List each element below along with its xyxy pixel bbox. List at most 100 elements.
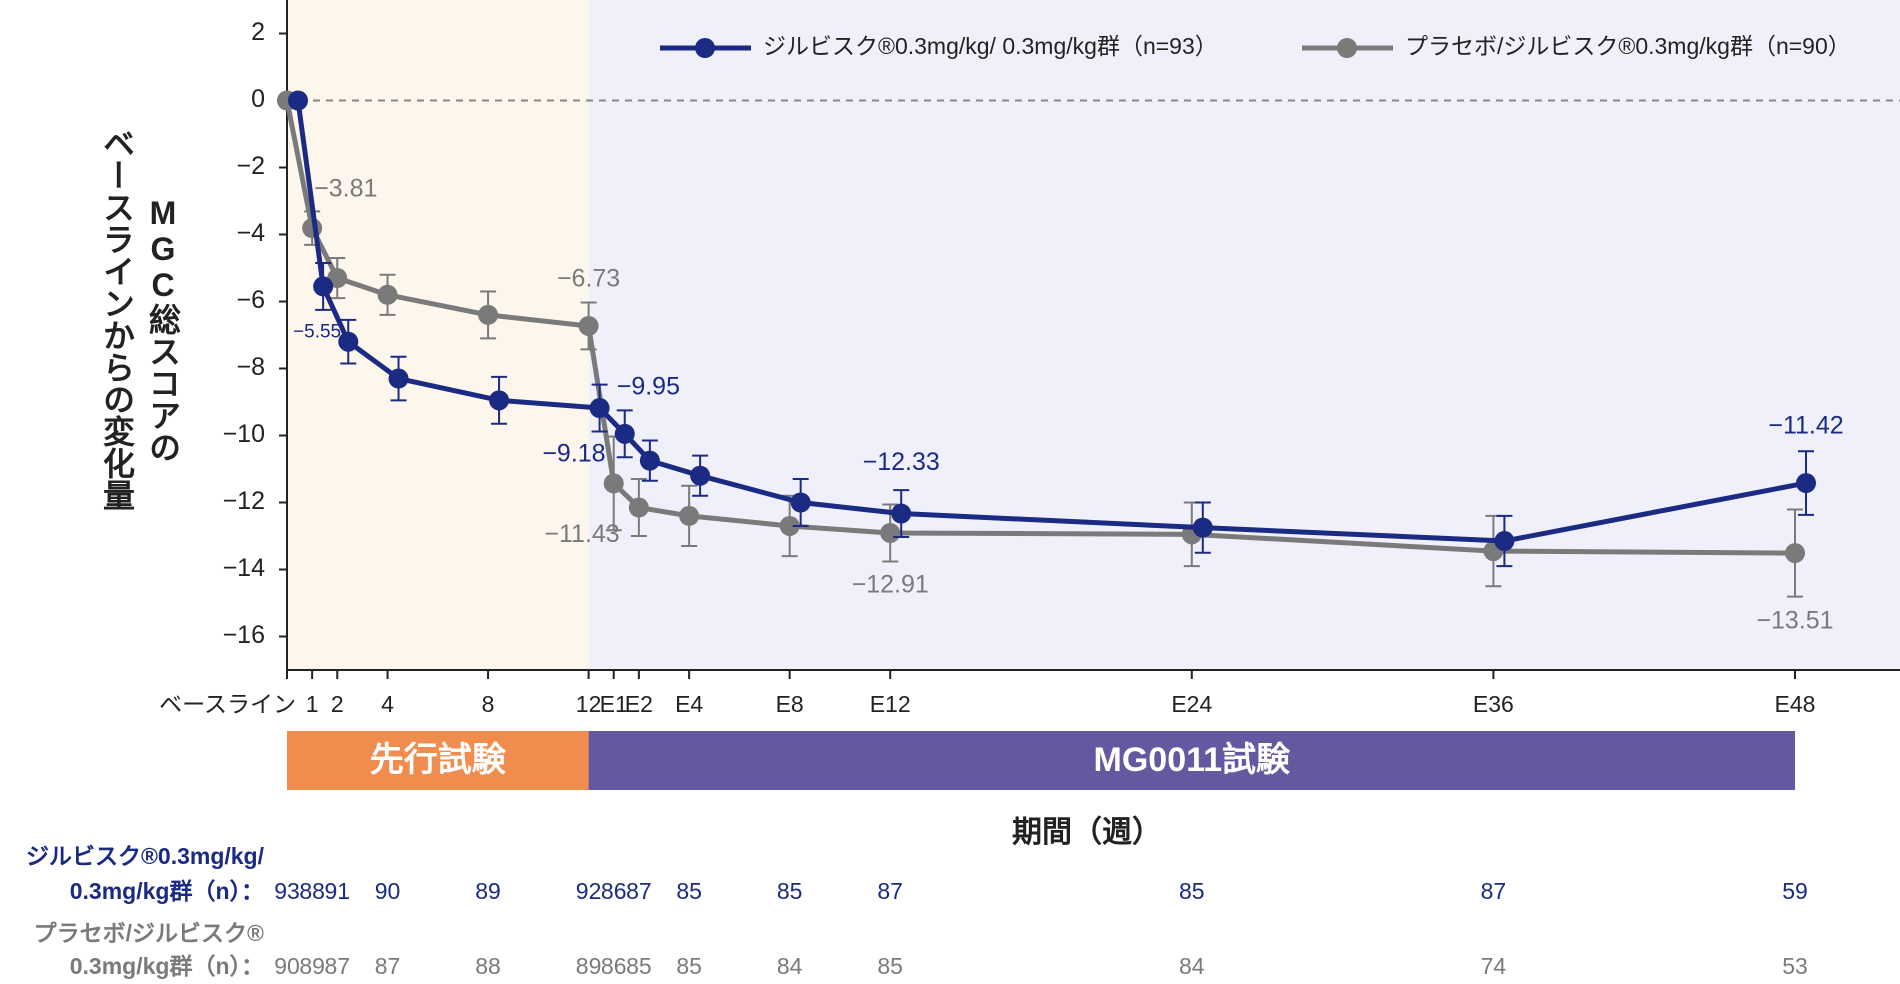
data-point [313,276,334,297]
data-point [478,304,499,325]
data-point [779,515,800,536]
x-tick-label: E1 [600,691,628,717]
table-cell: 86 [601,953,627,979]
table-cell: 87 [1481,878,1507,904]
table-cell: 87 [324,953,350,979]
table-cell: 85 [676,878,702,904]
table-cell: 53 [1782,953,1808,979]
series-line [295,100,1807,544]
data-label: −12.33 [863,448,940,476]
data-label: −12.91 [852,571,929,599]
data-label: −13.51 [1756,607,1833,635]
table-cell: 87 [375,953,401,979]
legend-label: プラセボ/ジルビスク®0.3mg/kg群（n=90） [1405,33,1851,59]
legend-marker [695,38,715,58]
y-tick-label: −2 [236,152,265,180]
data-point [578,315,599,336]
y-tick-label: 2 [251,18,265,46]
legend-marker [1337,38,1357,58]
data-point [288,90,308,111]
table-cell: 89 [299,953,325,979]
table-cell: 88 [299,878,325,904]
table-row-label: プラセボ/ジルビスク® [34,920,264,946]
table-cell: 85 [877,953,903,979]
phase-bar [287,731,589,790]
phase-shade [588,0,1900,670]
x-tick-label: 2 [331,691,344,717]
table-cell: 85 [626,953,652,979]
y-tick-label: −6 [236,286,265,314]
x-tick-label: 12 [576,691,602,717]
data-point [388,368,409,389]
table-cell: 89 [475,878,501,904]
table-cell: 85 [777,878,803,904]
y-tick-label: −14 [223,554,266,582]
data-point [679,505,700,526]
y-axis-title: ベースラインからの変化量 [99,127,135,511]
x-tick-label: 8 [482,691,495,717]
data-label: −11.43 [544,520,619,548]
data-label: −3.81 [314,175,377,203]
table-cell: 74 [1481,953,1507,979]
table-cell: 86 [601,878,627,904]
x-tick-label: E2 [625,691,653,717]
phase-label: 先行試験 [370,741,507,779]
y-tick-label: −4 [236,219,265,247]
data-point [589,398,610,419]
series-group: −5.55 −9.18 −9.95 −12.33 −11.42 [288,90,1844,568]
data-point [489,390,510,411]
x-tick-label: E48 [1775,691,1816,717]
y-tick-label: −16 [223,621,265,649]
x-tick-label: E24 [1171,691,1212,717]
table-cell: 85 [1179,878,1205,904]
table-cell: 59 [1782,878,1808,904]
table-cell: 84 [1179,953,1205,979]
table-row-label: ジルビスク®0.3mg/kg/ [26,843,265,869]
table-cell: 91 [324,878,350,904]
x-axis-title: 期間（週） [1012,815,1162,849]
y-tick-label: 0 [251,85,265,113]
table-cell: 88 [475,953,501,979]
y-tick-label: −8 [236,353,265,381]
y-axis-title: MGC総スコアの [145,195,181,463]
x-tick-label: E4 [675,691,703,717]
data-point [690,465,711,486]
data-label: −5.55 [293,321,341,342]
x-tick-label: 4 [381,691,394,717]
data-label: −9.18 [542,440,605,468]
data-point [614,423,635,444]
table-cell: 85 [676,953,702,979]
table-cell: 92 [576,878,602,904]
y-tick-label: −12 [223,487,265,515]
table-cell: 87 [877,878,903,904]
data-point [790,492,811,513]
data-label: −6.73 [557,265,620,293]
data-point [377,284,398,305]
data-point [1192,517,1213,538]
table-cell: 84 [777,953,803,979]
data-point [603,473,624,494]
legend-label: ジルビスク®0.3mg/kg/ 0.3mg/kg群（n=93） [763,33,1218,59]
x-tick-label: E8 [776,691,804,717]
phase-bar [588,731,1795,790]
table-cell: 87 [626,878,652,904]
data-point [891,503,912,524]
data-point [639,450,660,471]
data-point [880,522,901,543]
data-point [1796,473,1816,494]
table-row-label: 0.3mg/kg群（n）： [70,953,264,979]
series-group: −3.81 −6.73 −11.43 −12.91 −13.51 [277,90,1834,635]
x-tick-label: E12 [870,691,911,717]
data-point [1494,531,1515,552]
phase-shade [287,0,589,670]
y-tick-label: −10 [223,420,265,448]
phase-label: MG0011試験 [1094,741,1292,779]
data-point [1785,543,1805,564]
data-point [338,331,359,352]
data-label: −11.42 [1768,412,1843,440]
x-tick-label: ベースライン [159,691,296,717]
x-tick-label: E36 [1473,691,1514,717]
data-point [628,497,649,518]
table-cell: 89 [576,953,602,979]
